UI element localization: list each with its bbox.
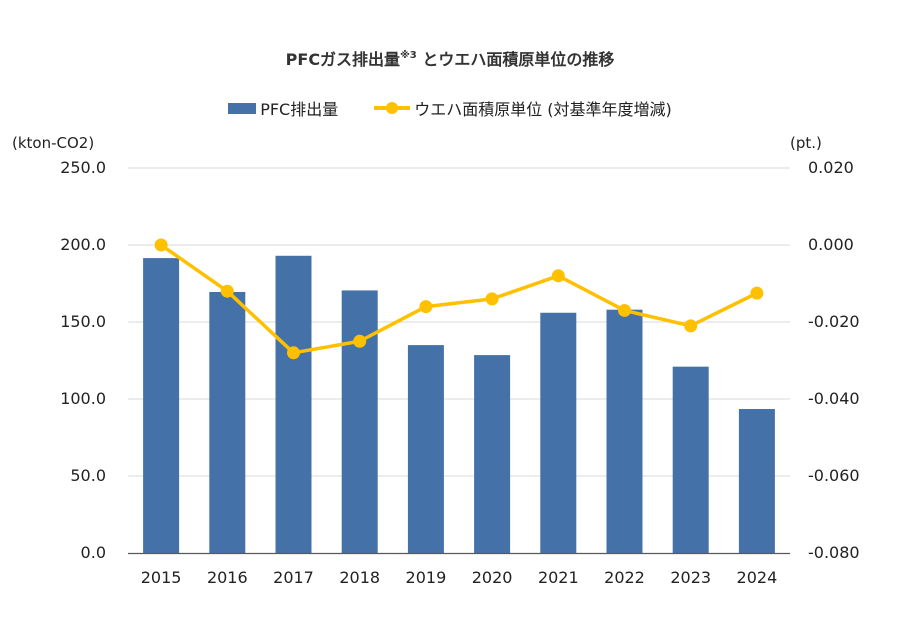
y-left-tick-label: 150.0 bbox=[60, 312, 106, 331]
line-point-2019 bbox=[419, 300, 433, 314]
y-right-tick-label: 0.020 bbox=[808, 158, 854, 177]
bar-2015 bbox=[143, 258, 180, 553]
y-right-tick-label: 0.000 bbox=[808, 235, 854, 254]
y-left-tick-label: 250.0 bbox=[60, 158, 106, 177]
y-left-tick-label: 200.0 bbox=[60, 235, 106, 254]
line-point-2021 bbox=[551, 269, 565, 283]
y-left-unit-label: (kton-CO2) bbox=[12, 134, 94, 152]
line-point-2023 bbox=[684, 319, 698, 333]
bar-2019 bbox=[407, 345, 444, 553]
legend-bar-label: PFC排出量 bbox=[260, 100, 339, 119]
bar-2020 bbox=[474, 355, 511, 553]
bar-2016 bbox=[209, 291, 246, 553]
chart-title-tail: とウエハ面積原単位の推移 bbox=[422, 50, 615, 69]
bar-2024 bbox=[738, 409, 775, 553]
x-tick-label: 2019 bbox=[406, 568, 447, 587]
chart-title-footnote-mark: ※3 bbox=[400, 50, 417, 61]
y-left-tick-label: 0.0 bbox=[81, 543, 106, 562]
bar-2018 bbox=[341, 290, 378, 553]
chart-legend: PFC排出量 ウエハ面積原単位 (対基準年度増減) bbox=[0, 96, 900, 120]
line-point-2022 bbox=[618, 303, 631, 317]
x-tick-label: 2015 bbox=[141, 568, 182, 587]
y-left-tick-label: 50.0 bbox=[70, 466, 106, 485]
line-point-2015 bbox=[154, 238, 168, 252]
line-point-2016 bbox=[220, 284, 234, 298]
x-tick-label: 2023 bbox=[670, 568, 711, 587]
x-tick-label: 2018 bbox=[339, 568, 380, 587]
y-left-tick-label: 100.0 bbox=[60, 389, 106, 408]
legend-bar-swatch bbox=[228, 102, 257, 114]
y-right-tick-label: -0.020 bbox=[808, 312, 860, 331]
legend-line-swatch bbox=[374, 102, 411, 114]
legend-item-bar: PFC排出量 bbox=[228, 96, 338, 120]
y-right-tick-label: -0.080 bbox=[808, 543, 860, 562]
bar-2022 bbox=[606, 309, 643, 553]
x-tick-label: 2021 bbox=[538, 568, 579, 587]
x-tick-label: 2016 bbox=[207, 568, 248, 587]
chart-title: PFCガス排出量※3 とウエハ面積原単位の推移 bbox=[0, 46, 900, 70]
legend-line-label: ウエハ面積原単位 (対基準年度増減) bbox=[414, 100, 672, 119]
x-tick-label: 2022 bbox=[604, 568, 645, 587]
x-tick-label: 2017 bbox=[273, 568, 314, 587]
x-tick-label: 2020 bbox=[472, 568, 513, 587]
x-tick-label: 2024 bbox=[737, 568, 778, 587]
line-point-2024 bbox=[750, 286, 764, 300]
bar-2023 bbox=[672, 366, 709, 553]
y-right-tick-label: -0.060 bbox=[808, 466, 860, 485]
bar-2021 bbox=[540, 312, 577, 553]
unit-rate-line bbox=[160, 243, 758, 355]
line-point-2018 bbox=[353, 334, 367, 348]
line-point-2020 bbox=[485, 292, 499, 306]
chart-title-main: PFCガス排出量 bbox=[285, 50, 401, 69]
bar-2017 bbox=[275, 255, 312, 553]
legend-item-line: ウエハ面積原単位 (対基準年度増減) bbox=[374, 96, 672, 120]
y-right-tick-label: -0.040 bbox=[808, 389, 860, 408]
line-point-2017 bbox=[287, 346, 300, 360]
y-right-unit-label: (pt.) bbox=[790, 134, 822, 152]
